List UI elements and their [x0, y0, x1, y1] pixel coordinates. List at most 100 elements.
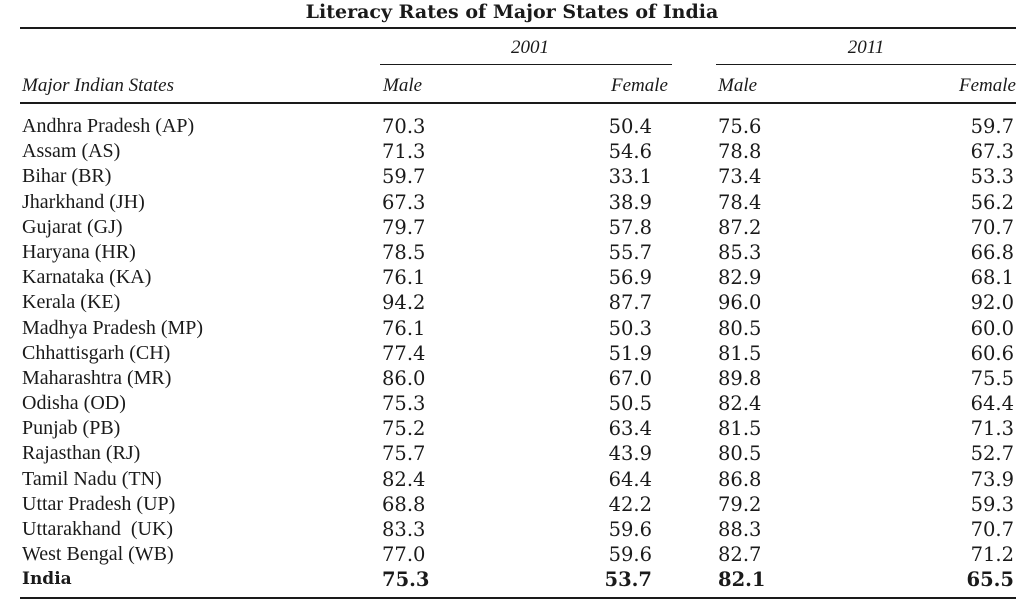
female-2001-cell: 67.0	[608, 366, 652, 390]
female-2001-cell: 43.9	[608, 442, 652, 466]
female-2011-cell: 71.3	[970, 417, 1014, 441]
male-2001-cell: 77.0	[382, 543, 426, 567]
female-2001-cell: 59.6	[608, 518, 652, 541]
total-female-2001-cell: 53.7	[604, 568, 653, 592]
male-2011-cell: 87.2	[718, 215, 762, 239]
table-title: Literacy Rates of Major States of India	[305, 1, 719, 23]
total-row: India 75.3 53.7 82.1 65.5	[0, 567, 1024, 592]
male-2011-header: Male	[718, 75, 758, 96]
table-row: Rajasthan (RJ) 75.7 43.9 80.5 52.7	[0, 441, 1024, 466]
female-2001-cell: 50.4	[608, 115, 652, 138]
state-cell: Uttarakhand (UK)	[22, 518, 174, 540]
female-2011-cell: 68.1	[970, 266, 1014, 290]
female-2001-cell: 38.9	[608, 190, 652, 214]
female-2011-cell: 67.3	[970, 140, 1014, 164]
male-2011-cell: 79.2	[718, 492, 762, 516]
table-row: Punjab (PB) 75.2 63.4 81.5 71.3	[0, 416, 1024, 441]
male-2011-cell: 82.9	[718, 266, 762, 290]
female-2001-cell: 50.5	[608, 392, 652, 416]
table-row: Uttarakhand (UK) 83.3 59.6 88.3 70.7	[0, 517, 1024, 542]
total-label: India	[22, 569, 72, 590]
total-male-2001-cell: 75.3	[382, 568, 430, 592]
female-2001-cell: 50.3	[608, 316, 652, 340]
female-2001-header: Female	[611, 75, 668, 96]
male-2001-cell: 78.5	[382, 240, 426, 264]
female-2011-cell: 59.3	[970, 492, 1014, 516]
total-female-2011-cell: 65.5	[966, 568, 1015, 592]
state-cell: Gujarat (GJ)	[22, 215, 123, 238]
male-2011-cell: 88.3	[718, 518, 762, 541]
male-2001-cell: 71.3	[382, 140, 426, 164]
female-2011-cell: 60.0	[970, 316, 1014, 340]
female-2001-cell: 63.4	[608, 417, 652, 441]
male-2001-cell: 70.3	[382, 115, 426, 138]
state-cell: Haryana (HR)	[22, 240, 136, 263]
table-row: Haryana (HR) 78.5 55.7 85.3 66.8	[0, 240, 1024, 265]
female-2011-cell: 56.2	[970, 190, 1014, 214]
male-2011-cell: 75.6	[718, 115, 762, 138]
female-2011-cell: 92.0	[970, 291, 1014, 315]
state-cell: Rajasthan (RJ)	[22, 442, 141, 465]
table-row: Chhattisgarh (CH) 77.4 51.9 81.5 60.6	[0, 341, 1024, 366]
male-2011-cell: 80.5	[718, 442, 762, 466]
state-cell: Kerala (KE)	[22, 291, 121, 314]
female-2011-cell: 53.3	[970, 165, 1014, 189]
female-2001-cell: 57.8	[608, 215, 652, 239]
male-2011-cell: 78.8	[718, 140, 762, 164]
female-2001-cell: 55.7	[608, 240, 652, 264]
state-column-header: Major Indian States	[22, 75, 174, 96]
female-2011-cell: 64.4	[970, 392, 1014, 416]
table-row: Madhya Pradesh (MP) 76.1 50.3 80.5 60.0	[0, 316, 1024, 341]
bottom-rule	[20, 597, 1016, 599]
state-cell: Assam (AS)	[22, 140, 121, 163]
female-2011-cell: 52.7	[970, 442, 1014, 466]
table-body: Andhra Pradesh (AP) 70.3 50.4 75.6 59.7 Assa…	[0, 114, 1024, 593]
year-2011-header: 2011	[847, 37, 885, 58]
male-2011-cell: 96.0	[718, 291, 762, 315]
state-cell: Andhra Pradesh (AP)	[22, 115, 195, 137]
female-2001-cell: 64.4	[608, 467, 652, 491]
male-2001-cell: 83.3	[382, 518, 426, 541]
female-2011-cell: 66.8	[970, 240, 1014, 264]
year-2001-header: 2001	[511, 37, 549, 58]
year-2011-rule	[716, 64, 1016, 65]
female-2011-cell: 73.9	[970, 467, 1014, 491]
male-2001-cell: 82.4	[382, 467, 426, 491]
male-2011-cell: 73.4	[718, 165, 762, 189]
female-2001-cell: 56.9	[608, 266, 652, 290]
male-2011-cell: 81.5	[718, 417, 762, 441]
male-2011-cell: 85.3	[718, 240, 762, 264]
female-2011-cell: 70.7	[970, 215, 1014, 239]
table-row: Odisha (OD) 75.3 50.5 82.4 64.4	[0, 391, 1024, 416]
male-2001-cell: 76.1	[382, 266, 426, 290]
male-2001-cell: 75.2	[382, 417, 426, 441]
table-row: West Bengal (WB) 77.0 59.6 82.7 71.2	[0, 542, 1024, 567]
male-2001-cell: 59.7	[382, 165, 426, 189]
male-2001-cell: 75.7	[382, 442, 426, 466]
male-2011-cell: 86.8	[718, 467, 762, 491]
table-row: Uttar Pradesh (UP) 68.8 42.2 79.2 59.3	[0, 492, 1024, 517]
table-row: Karnataka (KA) 76.1 56.9 82.9 68.1	[0, 265, 1024, 290]
male-2001-cell: 68.8	[382, 492, 426, 516]
male-2001-cell: 79.7	[382, 215, 426, 239]
state-cell: Maharashtra (MR)	[22, 366, 172, 389]
state-cell: Karnataka (KA)	[22, 266, 152, 289]
male-2001-cell: 86.0	[382, 366, 426, 390]
female-2011-cell: 70.7	[970, 518, 1014, 541]
header-rule	[20, 102, 1016, 104]
female-2001-cell: 33.1	[608, 165, 652, 189]
state-cell: Tamil Nadu (TN)	[22, 467, 162, 490]
state-cell: West Bengal (WB)	[22, 543, 174, 566]
state-cell: Punjab (PB)	[22, 417, 121, 440]
table-row: Jharkhand (JH) 67.3 38.9 78.4 56.2	[0, 190, 1024, 215]
female-2001-cell: 42.2	[608, 492, 652, 516]
table-row: Tamil Nadu (TN) 82.4 64.4 86.8 73.9	[0, 467, 1024, 492]
male-2011-cell: 82.7	[718, 543, 762, 567]
table-row: Assam (AS) 71.3 54.6 78.8 67.3	[0, 139, 1024, 164]
female-2001-cell: 87.7	[608, 291, 652, 315]
female-2011-cell: 59.7	[970, 115, 1014, 138]
female-2011-cell: 71.2	[970, 543, 1014, 567]
male-2011-cell: 89.8	[718, 366, 762, 390]
male-2001-cell: 67.3	[382, 190, 426, 214]
year-2001-rule	[380, 64, 672, 65]
